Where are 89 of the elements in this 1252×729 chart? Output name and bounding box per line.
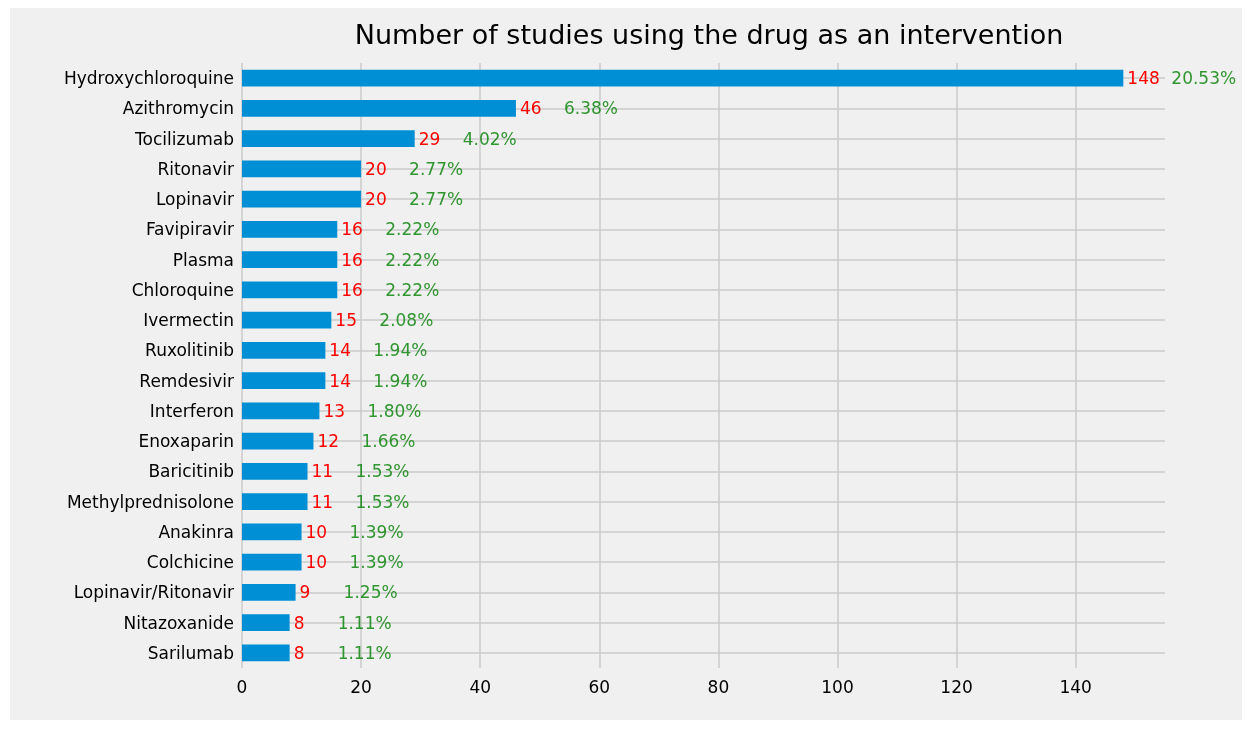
bar: [242, 402, 320, 420]
x-tick-label: 120: [940, 676, 973, 697]
annotation: 4.02%: [462, 128, 517, 149]
data-label: 10: [305, 521, 328, 542]
y-tick-label: Colchicine: [146, 552, 234, 573]
bar: [242, 614, 290, 631]
y-tick-label: Lopinavir/Ritonavir: [73, 582, 234, 603]
bar: [242, 281, 338, 299]
annotation: 20.53%: [1171, 68, 1237, 89]
chart-title: Number of studies using the drug as an intervention: [354, 19, 1064, 50]
data-label: 16: [341, 279, 363, 300]
bar: [242, 342, 326, 359]
annotation: 2.22%: [385, 249, 440, 270]
x-tick-label: 80: [707, 676, 730, 697]
annotation: 2.08%: [379, 310, 434, 331]
annotation: 2.22%: [385, 279, 440, 300]
bar: [242, 432, 314, 450]
annotation: 1.25%: [343, 582, 398, 603]
data-label: 148: [1127, 68, 1160, 89]
y-tick-label: Enoxaparin: [138, 431, 234, 452]
data-label: 8: [293, 612, 305, 633]
y-tick-label: Methylprednisolone: [66, 491, 234, 512]
annotation: 6.38%: [563, 98, 618, 119]
annotation: 1.80%: [367, 400, 422, 421]
y-tick-label: Ruxolitinib: [145, 340, 234, 361]
y-tick-label: Remdesivir: [139, 370, 235, 391]
data-label: 16: [341, 219, 363, 240]
x-tick-label: 60: [588, 676, 611, 697]
x-tick-label: 140: [1059, 676, 1092, 697]
y-tick-label: Ritonavir: [157, 158, 234, 179]
bar: [242, 644, 290, 662]
annotation: 1.39%: [349, 552, 404, 573]
bar: [242, 69, 1124, 87]
annotation: 1.53%: [355, 491, 410, 512]
data-label: 14: [329, 370, 352, 391]
annotation: 2.22%: [385, 219, 440, 240]
annotation: 2.77%: [409, 158, 464, 179]
data-label: 46: [519, 98, 542, 119]
bar: [242, 463, 308, 480]
data-label: 13: [323, 400, 346, 421]
data-label: 29: [418, 128, 441, 149]
data-label: 16: [341, 249, 363, 270]
bar: [242, 493, 308, 510]
y-tick-label: Lopinavir: [155, 189, 234, 210]
y-tick-label: Plasma: [172, 249, 234, 270]
y-tick-label: Sarilumab: [147, 642, 234, 663]
y-tick-label: Favipiravir: [145, 219, 234, 240]
y-tick-label: Tocilizumab: [134, 128, 234, 149]
y-tick-label: Ivermectin: [143, 310, 234, 331]
y-tick-label: Azithromycin: [122, 98, 234, 119]
bar: [242, 221, 338, 238]
bar: [242, 523, 302, 541]
y-tick-label: Baricitinib: [148, 461, 234, 482]
annotation: 2.77%: [409, 189, 464, 210]
bar: [242, 100, 516, 117]
bar: [242, 553, 302, 571]
bar: [242, 584, 296, 601]
x-tick-label: 20: [350, 676, 372, 697]
y-tick-label: Anakinra: [158, 521, 234, 542]
annotation: 1.11%: [337, 642, 392, 663]
y-tick-label: Chloroquine: [131, 279, 234, 300]
data-label: 11: [311, 461, 334, 482]
data-label: 15: [335, 310, 357, 331]
bar: [242, 311, 332, 329]
data-label: 20: [365, 189, 387, 210]
annotation: 1.39%: [349, 521, 404, 542]
data-label: 10: [305, 552, 328, 573]
annotation: 1.94%: [373, 340, 428, 361]
bar: [242, 190, 362, 208]
data-label: 20: [365, 158, 387, 179]
data-label: 12: [317, 431, 340, 452]
y-tick-label: Interferon: [149, 400, 234, 421]
data-label: 9: [299, 582, 311, 603]
y-tick-label: Hydroxychloroquine: [63, 68, 234, 89]
annotation: 1.53%: [355, 461, 410, 482]
data-label: 11: [311, 491, 334, 512]
x-tick-label: 40: [469, 676, 492, 697]
bar: [242, 130, 415, 147]
x-tick-label: 0: [236, 676, 248, 697]
annotation: 1.11%: [337, 612, 392, 633]
bar: [242, 251, 338, 268]
bar: [242, 372, 326, 389]
bar: [242, 160, 362, 178]
annotation: 1.66%: [361, 431, 416, 452]
y-tick-label: Nitazoxanide: [123, 612, 234, 633]
x-tick-label: 100: [821, 676, 854, 697]
data-label: 14: [329, 340, 352, 361]
data-label: 8: [293, 642, 305, 663]
annotation: 1.94%: [373, 370, 428, 391]
